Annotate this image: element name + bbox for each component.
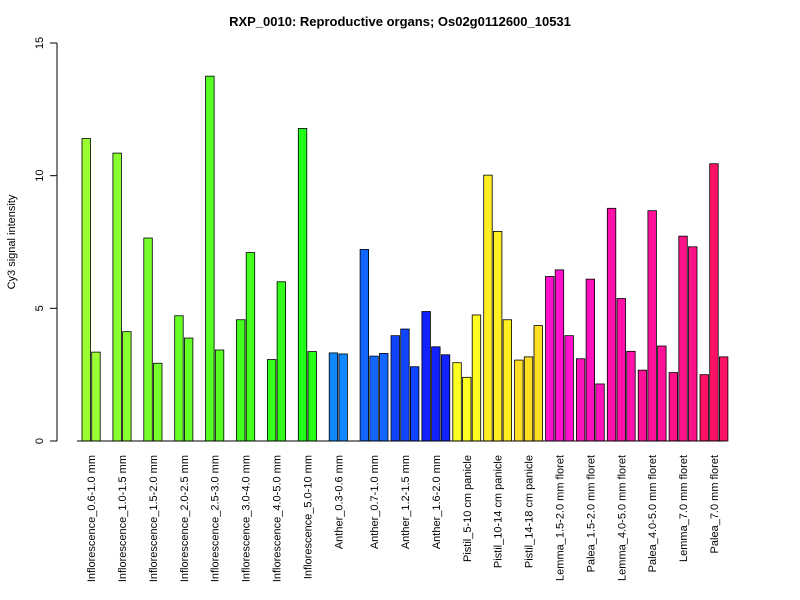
bar bbox=[492, 230, 503, 442]
y-axis: 0 5 10 15 bbox=[34, 37, 58, 444]
bar bbox=[122, 331, 132, 442]
category-labels: Inflorescence_0.6-1.0 mm Inflorescence_1.… bbox=[86, 455, 721, 582]
bar bbox=[307, 351, 317, 442]
bar bbox=[183, 337, 194, 442]
bar bbox=[462, 376, 472, 442]
bar bbox=[554, 269, 565, 442]
bar bbox=[245, 252, 256, 442]
bar bbox=[709, 163, 719, 442]
bar bbox=[699, 374, 709, 442]
chart-title: RXP_0010: Reproductive organs; Os02g0112… bbox=[229, 14, 571, 29]
bar bbox=[359, 249, 370, 442]
bar bbox=[431, 346, 441, 442]
bar bbox=[143, 237, 153, 442]
bar bbox=[379, 353, 389, 442]
bar bbox=[236, 319, 246, 442]
category-label: Inflorescence_1.5-2.0 mm bbox=[148, 455, 160, 582]
bar bbox=[678, 235, 688, 442]
bar bbox=[409, 366, 420, 442]
category-label: Inflorescence_3.0-4.0 mm bbox=[241, 455, 253, 582]
bar bbox=[545, 276, 555, 442]
bar bbox=[81, 138, 91, 442]
category-label: Inflorescence_0.6-1.0 mm bbox=[86, 455, 98, 582]
bar bbox=[523, 356, 534, 442]
y-axis-label: Cy3 signal intensity bbox=[6, 194, 18, 289]
bar bbox=[576, 358, 586, 442]
bar bbox=[514, 359, 524, 442]
category-label: Anther_0.3-0.6 mm bbox=[333, 455, 345, 549]
bar bbox=[657, 345, 667, 442]
bar bbox=[502, 319, 513, 442]
category-label: Anther_0.7-1.0 mm bbox=[369, 455, 381, 549]
bar bbox=[421, 311, 431, 442]
category-label: Inflorescence_1.0-1.5 mm bbox=[117, 455, 129, 582]
bar bbox=[688, 246, 698, 442]
category-label: Pistil_14-18 cm panicle bbox=[524, 455, 536, 568]
bar bbox=[616, 298, 626, 442]
category-label: Anther_1.2-1.5 mm bbox=[400, 455, 412, 549]
bar bbox=[338, 353, 348, 442]
bar bbox=[637, 369, 648, 442]
category-label: Inflorescence_2.5-3.0 mm bbox=[210, 455, 222, 582]
category-label: Inflorescence_2.0-2.5 mm bbox=[179, 455, 191, 582]
bars bbox=[81, 75, 729, 442]
bar bbox=[205, 75, 215, 442]
category-label: Lemma_1.5-2.0 mm floret bbox=[554, 455, 566, 581]
bar bbox=[626, 350, 636, 442]
bar bbox=[297, 128, 308, 442]
bar bbox=[369, 355, 379, 442]
bar bbox=[452, 362, 462, 442]
bar bbox=[595, 383, 605, 442]
bar bbox=[400, 328, 410, 442]
y-tick-label: 0 bbox=[34, 438, 46, 444]
category-label: Inflorescence_5.0-10 mm bbox=[302, 455, 314, 579]
bar bbox=[606, 207, 617, 442]
bar bbox=[276, 281, 287, 442]
y-tick-label: 15 bbox=[34, 37, 46, 49]
bar bbox=[328, 352, 339, 442]
category-label: Anther_1.6-2.0 mm bbox=[431, 455, 443, 549]
category-label: Lemma_7.0 mm floret bbox=[678, 455, 690, 562]
bar bbox=[174, 315, 184, 442]
bar bbox=[471, 314, 482, 442]
bar bbox=[647, 210, 657, 442]
bar bbox=[112, 152, 122, 442]
category-label: Pistil_5-10 cm panicle bbox=[462, 455, 474, 562]
bar bbox=[533, 325, 543, 442]
bar bbox=[266, 359, 277, 442]
bar bbox=[564, 335, 574, 442]
bar bbox=[719, 356, 729, 442]
bar bbox=[153, 362, 163, 442]
y-tick-label: 5 bbox=[34, 305, 46, 311]
category-label: Lemma_4.0-5.0 mm floret bbox=[616, 455, 628, 581]
bar bbox=[440, 354, 451, 442]
category-label: Palea_1.5-2.0 mm floret bbox=[585, 455, 597, 572]
category-label: Pistil_10-14 cm panicle bbox=[493, 455, 505, 568]
category-label: Palea_7.0 mm floret bbox=[709, 455, 721, 553]
category-label: Inflorescence_4.0-5.0 mm bbox=[272, 455, 284, 582]
bar bbox=[91, 351, 101, 442]
bar bbox=[214, 349, 225, 442]
y-tick-label: 10 bbox=[34, 170, 46, 182]
category-label: Palea_4.0-5.0 mm floret bbox=[647, 455, 659, 572]
bar bbox=[668, 372, 678, 442]
bar bbox=[585, 278, 595, 442]
bar bbox=[483, 174, 493, 442]
bar bbox=[390, 335, 400, 442]
